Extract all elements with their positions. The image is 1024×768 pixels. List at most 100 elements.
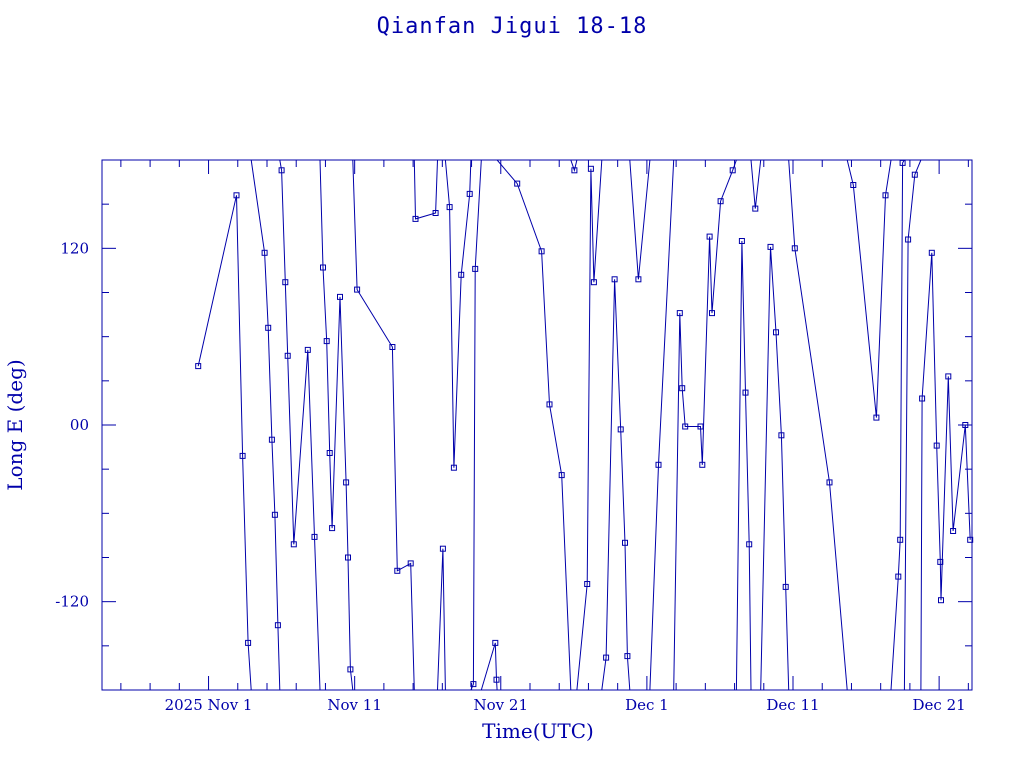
data-point (773, 329, 779, 336)
x-tick-label: Nov 21 (474, 696, 529, 714)
data-point (558, 472, 565, 479)
data-point (905, 236, 912, 243)
series-segment (649, 159, 675, 691)
data-point (450, 464, 457, 471)
data-point (624, 653, 631, 660)
data-point (882, 192, 889, 199)
data-point (587, 165, 594, 172)
data-point (261, 249, 268, 256)
data-point (354, 286, 361, 293)
data-point (738, 238, 745, 244)
data-point (472, 265, 479, 272)
data-point (611, 276, 618, 283)
x-tick-label: Dec 11 (766, 696, 819, 714)
data-point (347, 666, 354, 673)
data-point (274, 622, 281, 629)
data-point (268, 436, 275, 443)
data-point (945, 373, 952, 380)
data-point (326, 450, 333, 456)
x-axis-label: Time(UTC) (482, 719, 594, 743)
series-segment (576, 159, 603, 691)
series-segment (413, 159, 438, 220)
series-segment (920, 252, 971, 691)
data-point (938, 597, 944, 604)
data-point (950, 528, 957, 534)
data-point (394, 567, 401, 574)
series-line (197, 159, 971, 691)
series-points (195, 159, 974, 688)
data-point (767, 243, 774, 250)
data-point (850, 182, 857, 188)
x-tick-label: Nov 11 (327, 696, 382, 714)
data-point (514, 180, 521, 187)
data-point (432, 210, 439, 216)
data-point (546, 401, 553, 408)
series-segment (735, 240, 752, 691)
data-point (655, 461, 662, 468)
data-point (590, 279, 597, 286)
data-point (320, 264, 326, 271)
data-point (895, 573, 902, 580)
data-point (603, 654, 610, 661)
data-point (791, 245, 798, 252)
series-segment (352, 159, 415, 691)
data-point (311, 533, 318, 540)
data-point (746, 541, 753, 548)
data-point (706, 233, 713, 240)
data-point (304, 346, 311, 353)
data-point (742, 389, 749, 396)
data-point (407, 560, 414, 567)
data-point (967, 536, 974, 543)
data-point (622, 539, 628, 546)
data-point (538, 248, 545, 255)
data-point (919, 395, 926, 402)
series-segment (629, 159, 651, 280)
y-tick-label: 120 (60, 239, 89, 257)
data-point (911, 171, 918, 178)
data-point (928, 249, 935, 256)
data-point (493, 676, 500, 683)
series-segment (470, 159, 482, 691)
x-tick-label: 2025 Nov 1 (165, 696, 253, 714)
data-point (571, 167, 578, 174)
data-point (233, 192, 240, 199)
tick-labels: 2025 Nov 1 Nov 11 Nov 21 Dec 1 Dec 11 Dec 21 1… (55, 239, 965, 714)
series-segment (279, 159, 321, 691)
series-segment (437, 548, 446, 691)
data-point (439, 545, 446, 552)
data-point (278, 167, 285, 174)
data-point (329, 525, 336, 532)
data-point (782, 583, 789, 590)
data-point (290, 541, 297, 548)
data-point (897, 536, 904, 543)
data-point (873, 414, 880, 421)
series-segment (750, 159, 762, 209)
series-segment (496, 159, 572, 691)
data-point (284, 352, 291, 359)
y-axis-label: Long E (deg) (3, 359, 27, 490)
data-point (245, 639, 252, 646)
series-segment (480, 642, 498, 691)
series-segment (903, 159, 922, 691)
x-tick-label: Dec 1 (625, 696, 669, 714)
series-segment (846, 159, 892, 418)
data-point (195, 363, 202, 370)
data-point (937, 558, 944, 565)
data-point (239, 452, 246, 459)
data-point (323, 338, 330, 345)
data-point (676, 310, 683, 317)
series-segment (250, 159, 281, 691)
series-segment (788, 159, 848, 691)
data-point (729, 167, 736, 174)
data-point (899, 159, 906, 166)
data-point (778, 432, 785, 439)
series-segment (570, 159, 578, 173)
data-point (470, 681, 477, 688)
data-point (446, 204, 453, 211)
series-segment (197, 195, 252, 691)
series-segment (319, 159, 354, 691)
data-point (466, 190, 473, 197)
data-point (635, 276, 642, 283)
data-point (933, 442, 940, 449)
